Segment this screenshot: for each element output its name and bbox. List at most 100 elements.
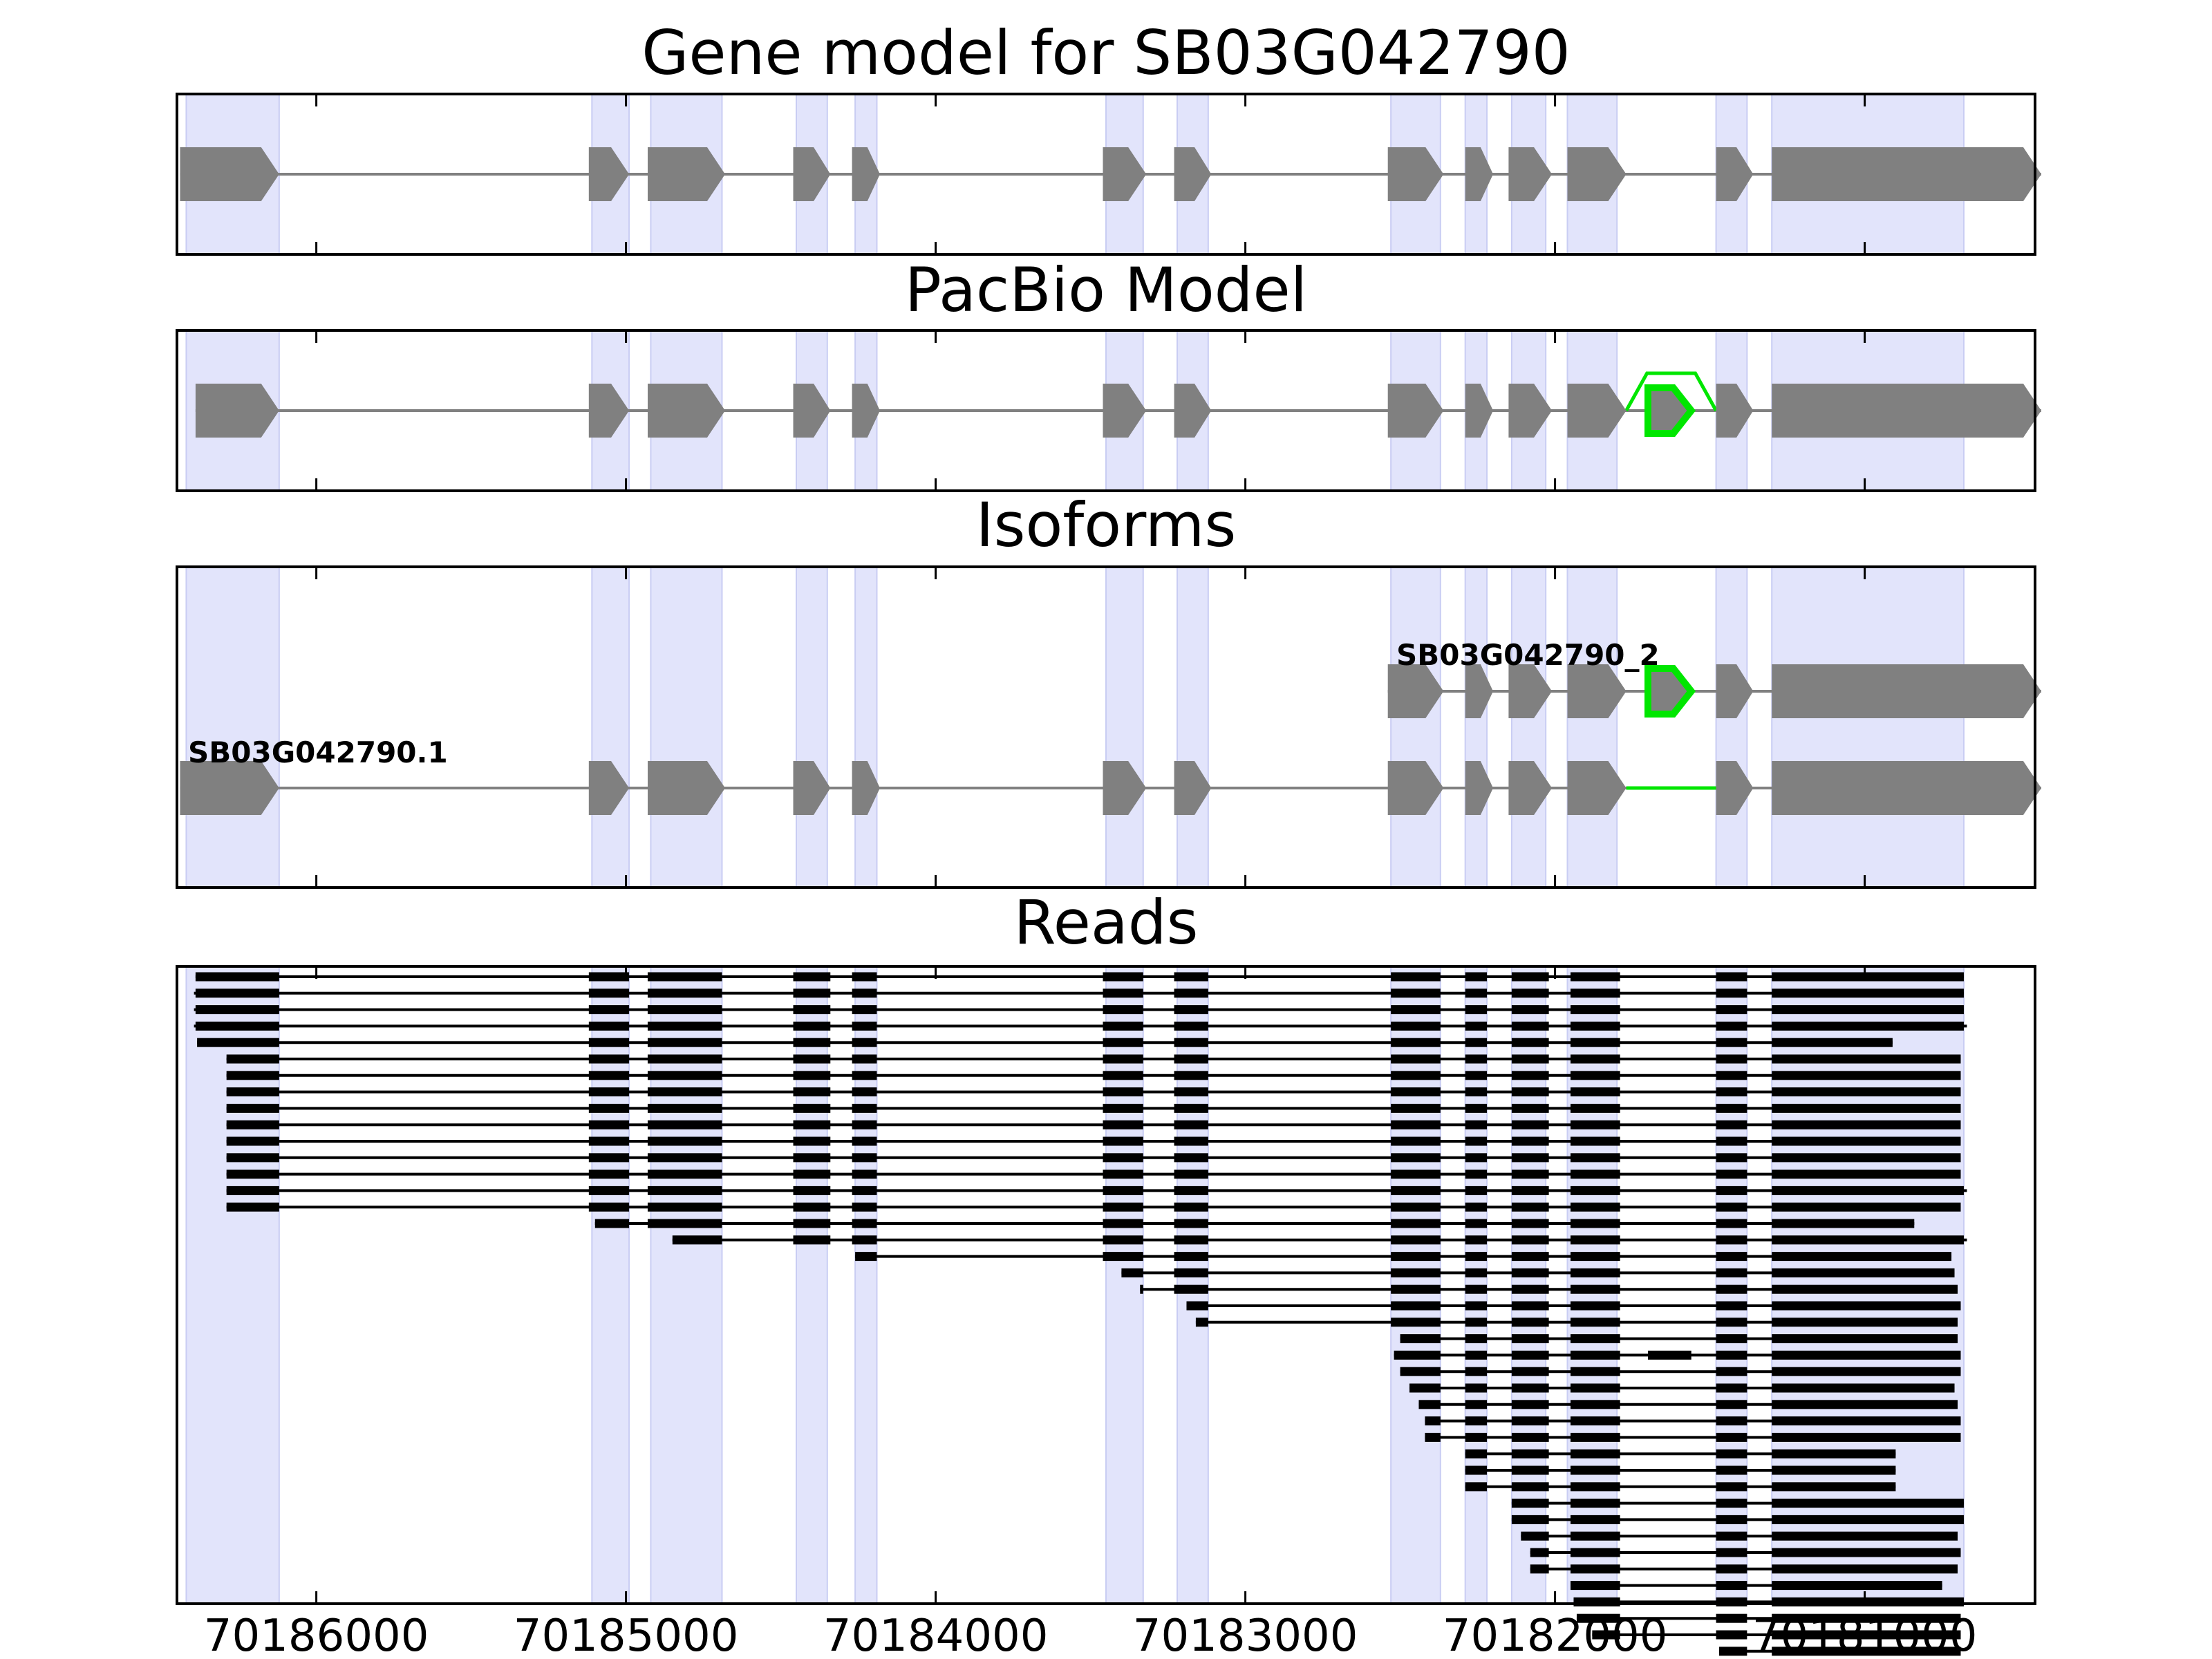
read-exon-block (1465, 1449, 1488, 1459)
read-exon-block (1103, 1235, 1143, 1245)
read-exon-block (588, 1170, 630, 1179)
x-tick-label: 70186000 (204, 1611, 429, 1659)
read-exon-block (647, 1005, 722, 1015)
read-exon-block (1121, 1268, 1143, 1277)
read-exon-block (1465, 1202, 1488, 1212)
read-exon-block (1772, 1515, 1964, 1524)
read-exon-block (1174, 1087, 1208, 1097)
read-exon-block (1511, 1103, 1549, 1113)
read-exon-block (1716, 1219, 1747, 1228)
read-exon-block (672, 1235, 722, 1245)
read-exon-block (852, 1005, 877, 1015)
exon (180, 761, 279, 815)
read-exon-block (1391, 1021, 1441, 1031)
read-exon-block (1772, 1268, 1955, 1277)
read-exon-block (1571, 1153, 1620, 1163)
exon-highlight-band (854, 566, 878, 888)
read-exon-block (1195, 1318, 1208, 1327)
panel-frame (176, 565, 2036, 889)
read-exon-block (1772, 1482, 1896, 1492)
read-exon-block (588, 1087, 630, 1097)
read-exon-block (852, 988, 877, 998)
read-exon-block (1511, 1499, 1549, 1508)
read-exon-block (588, 1202, 630, 1212)
read-exon-block (1571, 1021, 1620, 1031)
read-exon-block (588, 1153, 630, 1163)
read-exon-block (1511, 1185, 1549, 1195)
read-exon-block (588, 1005, 630, 1015)
read-exon-block (793, 1170, 831, 1179)
read-exon-block (588, 1136, 630, 1146)
read-exon-block (1571, 1531, 1620, 1541)
read-exon-block (1511, 1465, 1549, 1475)
read-exon-block (1716, 1630, 1747, 1640)
read-exon-block (1174, 1153, 1208, 1163)
read-exon-block (1174, 1170, 1208, 1179)
exon (1772, 761, 2041, 815)
read-exon-block (793, 1087, 831, 1097)
read-exon-block (1511, 1284, 1549, 1294)
read-exon-block (1511, 1153, 1549, 1163)
exon-highlight-band (185, 566, 280, 888)
read-exon-block (1174, 1284, 1208, 1294)
read-exon-block (1530, 1548, 1549, 1557)
read-exon-block (1174, 1103, 1208, 1113)
read-exon-block (1391, 1170, 1441, 1179)
read-exon-block (588, 1071, 630, 1080)
read-exon-block (1772, 972, 1964, 982)
exon (1387, 147, 1444, 201)
read-exon-block (1465, 1252, 1488, 1262)
read-exon-block (197, 1038, 279, 1047)
read-exon-block (1772, 1170, 1961, 1179)
read-exon-block (1103, 1185, 1143, 1195)
read-exon-block (1716, 1515, 1747, 1524)
read-exon-block (1772, 1284, 1958, 1294)
read-exon-block (1571, 1185, 1620, 1195)
read-exon-block (647, 1185, 722, 1195)
read-exon-block (1186, 1301, 1208, 1311)
exon (1508, 384, 1553, 438)
read-alt-exon-block (1648, 1350, 1691, 1360)
read-exon-block (1465, 1350, 1488, 1360)
read-exon-block (1103, 1103, 1143, 1113)
read-exon-block (1772, 1153, 1961, 1163)
read-exon-block (647, 1219, 722, 1228)
exon (588, 384, 630, 438)
read-exon-block (852, 1185, 877, 1195)
read-exon-block (1409, 1383, 1441, 1393)
read-exon-block (1716, 1103, 1747, 1113)
read-exon-block (793, 1071, 831, 1080)
read-exon-block (1103, 1021, 1143, 1031)
exon (1567, 761, 1627, 815)
read-exon-block (852, 1021, 877, 1031)
exon-highlight-band (1390, 566, 1441, 888)
read-exon-block (1571, 1170, 1620, 1179)
read-exon-block (1465, 1071, 1488, 1080)
read-exon-block (1174, 1005, 1208, 1015)
read-exon-block (1571, 1465, 1620, 1475)
read-exon-block (1571, 1219, 1620, 1228)
isoform-label-2: SB03G042790_2 (1396, 638, 1660, 672)
pacbio-model-panel (176, 329, 2041, 492)
read-exon-block (1394, 1350, 1441, 1360)
read-exon-block (1174, 1136, 1208, 1146)
read-exon-block (1772, 1334, 1958, 1344)
read-exon-block (1391, 1087, 1441, 1097)
read-exon-block (1571, 1038, 1620, 1047)
read-exon-block (1511, 1219, 1549, 1228)
exon-highlight-band (1771, 566, 1965, 888)
read-exon-block (1571, 1548, 1620, 1557)
read-exon-block (1772, 1185, 1964, 1195)
read-exon-block (1465, 1120, 1488, 1130)
exon-highlight-band (1177, 566, 1209, 888)
read-exon-block (793, 1021, 831, 1031)
read-exon-block (1772, 1054, 1961, 1064)
read-exon-block (1511, 1005, 1549, 1015)
read-exon-block (647, 1153, 722, 1163)
read-exon-block (1530, 1564, 1549, 1574)
read-exon-block (1716, 1235, 1747, 1245)
read-exon-block (852, 1120, 877, 1130)
read-exon-block (1174, 1038, 1208, 1047)
panel-frame (176, 329, 2036, 492)
read-exon-block (588, 1185, 630, 1195)
